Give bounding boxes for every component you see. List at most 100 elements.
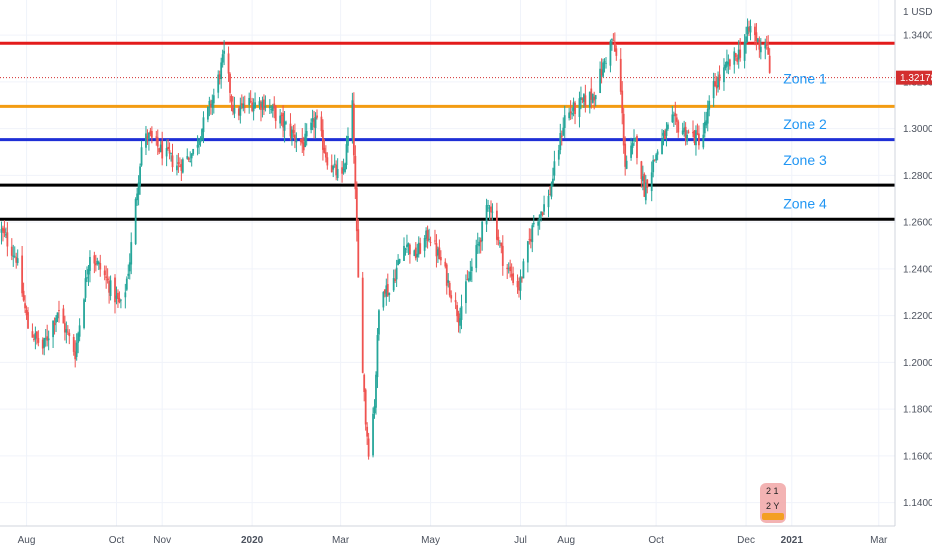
candle-body xyxy=(695,130,697,146)
candle-body xyxy=(447,280,450,283)
price-tick-label: 1.24000 xyxy=(903,264,932,275)
candle-body xyxy=(768,55,771,73)
candle-body xyxy=(94,263,97,266)
candle-body xyxy=(323,147,326,153)
candle-body xyxy=(568,112,571,119)
candle-body xyxy=(115,295,118,299)
candle-body xyxy=(538,214,541,219)
time-tick-label: Jul xyxy=(514,535,527,546)
candle-body xyxy=(55,317,57,323)
candle-body xyxy=(708,100,711,110)
candle-body xyxy=(552,178,554,184)
candle-body xyxy=(602,62,604,77)
time-axis[interactable]: Aug Oct Nov 2020 Mar May Jul Aug Oct Dec 2021 Mar xyxy=(18,535,888,546)
price-tick-label: 1.34000 xyxy=(903,31,932,42)
candle-body xyxy=(128,262,131,272)
candle-body xyxy=(395,267,398,280)
candle-body xyxy=(531,225,534,243)
candle-body xyxy=(0,228,3,233)
candle-body xyxy=(656,151,659,155)
candle-body xyxy=(743,42,746,61)
candle-body xyxy=(280,114,283,116)
candle-body xyxy=(223,50,226,54)
candle-body xyxy=(759,46,762,53)
candle-body xyxy=(723,67,725,83)
candle-body xyxy=(417,242,420,255)
candle-body xyxy=(500,242,503,247)
candle-body xyxy=(196,144,199,148)
candle-body xyxy=(171,155,174,168)
price-tick-label: 1.22000 xyxy=(903,311,932,322)
candle-body xyxy=(754,26,756,36)
candle-body xyxy=(521,277,523,279)
candle-body xyxy=(167,146,169,150)
candle-body xyxy=(199,139,202,143)
candle-body xyxy=(724,64,727,68)
candle-body xyxy=(139,166,141,186)
candle-body xyxy=(282,112,284,128)
candle-body xyxy=(450,295,453,299)
price-tick-label: 1.26000 xyxy=(903,218,932,229)
candle-body xyxy=(87,269,90,275)
candle-body xyxy=(75,342,78,357)
zone-labels: Zone 1 Zone 2 Zone 3 Zone 4 xyxy=(783,70,827,211)
candle-body xyxy=(227,53,230,74)
candle-body xyxy=(467,278,470,282)
price-axis-background[interactable] xyxy=(895,0,932,550)
candle-body xyxy=(344,163,346,172)
candle-body xyxy=(745,36,747,44)
candle-body xyxy=(490,206,492,213)
candle-body xyxy=(640,161,643,180)
candle-body xyxy=(285,122,287,124)
candle-body xyxy=(351,100,354,138)
candle-body xyxy=(109,280,112,296)
candle-body xyxy=(352,103,355,156)
candle-body xyxy=(495,210,498,240)
candle-body xyxy=(683,127,686,132)
price-tick-label: 1.28000 xyxy=(903,171,932,182)
candle-body xyxy=(181,159,184,173)
candle-body xyxy=(609,41,612,66)
candle-body xyxy=(136,193,139,201)
candle-body xyxy=(739,49,742,58)
candle-body xyxy=(714,81,717,87)
candle-body xyxy=(363,374,366,392)
candle-body xyxy=(661,139,663,155)
candle-body xyxy=(650,172,653,192)
candle-body xyxy=(594,95,597,100)
candle-body xyxy=(25,310,28,316)
candle-body xyxy=(394,279,397,281)
candle-body xyxy=(624,143,627,167)
candle-body xyxy=(516,280,519,288)
candle-body xyxy=(633,138,635,142)
candle-body xyxy=(33,339,35,341)
candle-body xyxy=(268,106,271,109)
candle-body xyxy=(541,212,544,215)
candle-body xyxy=(150,131,153,138)
candle-body xyxy=(429,241,432,243)
candle-body xyxy=(549,193,551,195)
candle-body xyxy=(574,102,576,115)
candle-body xyxy=(734,53,737,58)
candle-body xyxy=(161,141,164,159)
candle-body xyxy=(279,115,282,124)
candle-body xyxy=(106,278,109,281)
candle-body xyxy=(728,59,731,67)
candle-body xyxy=(749,26,752,33)
candle-body xyxy=(582,94,585,102)
time-tick-label: 2020 xyxy=(241,535,264,546)
time-tick-label: Mar xyxy=(332,535,350,546)
candle-body xyxy=(134,199,137,245)
candle-body xyxy=(748,27,750,31)
candle-body xyxy=(488,207,491,209)
candle-body xyxy=(103,270,106,276)
candle-body xyxy=(526,241,529,263)
candle-body xyxy=(425,230,428,239)
watermark-stripe xyxy=(762,513,784,520)
time-tick-label: Oct xyxy=(109,535,125,546)
candle-body xyxy=(330,165,333,173)
candle-body xyxy=(373,406,376,414)
watermark-logo: 2 1 2 Y xyxy=(760,483,786,523)
